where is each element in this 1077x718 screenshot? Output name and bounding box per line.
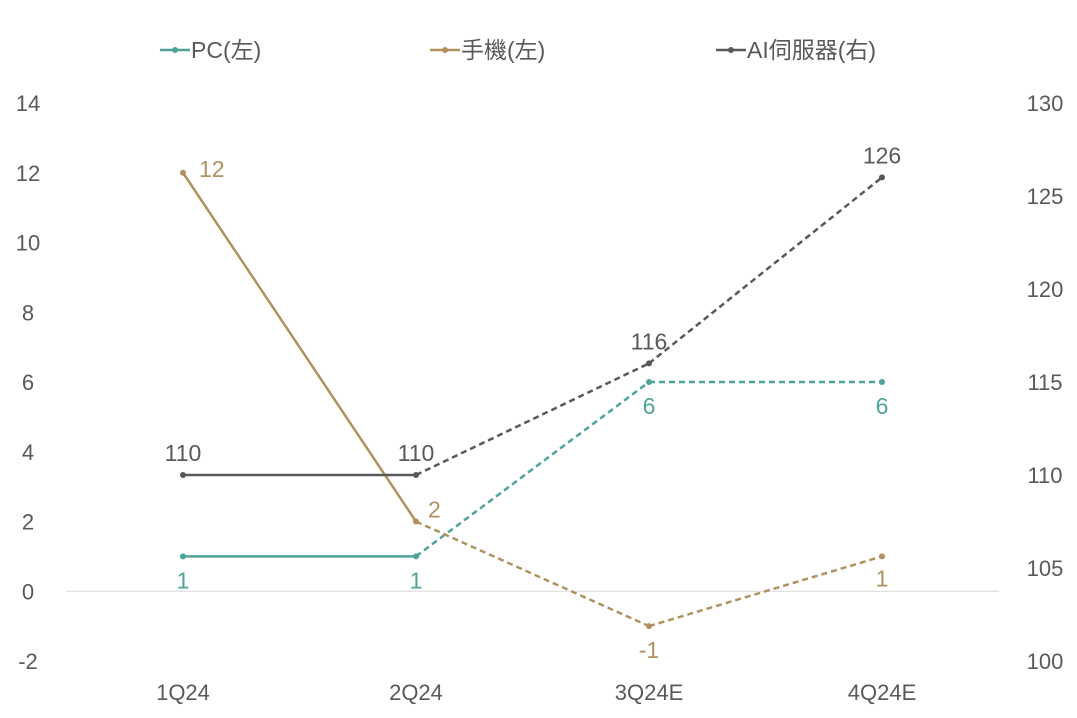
data-point xyxy=(413,518,419,525)
data-point xyxy=(180,553,186,560)
left-axis-tick-label: 0 xyxy=(22,579,34,604)
data-label: 110 xyxy=(398,440,435,466)
right-axis-tick-label: 125 xyxy=(1027,184,1064,209)
data-label: 126 xyxy=(863,142,901,168)
data-point xyxy=(879,553,885,560)
left-axis-tick-label: 14 xyxy=(16,91,40,116)
left-axis-tick-label: 2 xyxy=(22,510,34,535)
data-point xyxy=(879,174,885,181)
series-line-segment xyxy=(415,362,650,477)
data-point xyxy=(180,472,186,478)
data-label: 1 xyxy=(876,565,889,591)
data-point xyxy=(879,379,885,385)
x-axis-tick-label: 1Q24 xyxy=(156,680,210,705)
series-line-segment xyxy=(648,176,883,365)
data-label: 1 xyxy=(410,567,423,593)
left-axis-tick-label: 10 xyxy=(16,231,40,256)
series-line-segment xyxy=(648,555,883,628)
right-axis-tick-label: 100 xyxy=(1027,649,1064,674)
legend-label: PC(左) xyxy=(191,37,261,63)
data-point xyxy=(413,472,419,478)
series-line-segment xyxy=(415,520,650,628)
data-label: 116 xyxy=(631,328,668,354)
series-line-segment xyxy=(415,380,650,558)
x-axis-tick-label: 3Q24E xyxy=(615,680,684,705)
data-label: 110 xyxy=(165,440,202,466)
legend-label: AI伺服器(右) xyxy=(747,37,876,63)
data-label: -1 xyxy=(639,637,659,663)
data-point xyxy=(413,553,419,560)
data-label: 6 xyxy=(643,393,656,419)
right-axis-tick-label: 105 xyxy=(1027,556,1064,581)
data-label: 2 xyxy=(428,497,441,523)
data-point xyxy=(646,379,652,385)
data-point xyxy=(646,623,652,630)
left-axis-tick-label: 8 xyxy=(22,300,34,325)
series-line-segment xyxy=(181,172,418,523)
data-label: 12 xyxy=(199,156,225,182)
right-axis-tick-label: 120 xyxy=(1027,277,1064,302)
left-axis-tick-label: 4 xyxy=(22,440,34,465)
legend-marker-point xyxy=(728,47,734,53)
data-label: 1 xyxy=(177,567,190,593)
x-axis-tick-label: 2Q24 xyxy=(389,680,443,705)
right-axis-tick-label: 110 xyxy=(1027,463,1062,488)
data-point xyxy=(180,169,186,176)
legend-marker-point xyxy=(172,47,178,53)
legend-label: 手機(左) xyxy=(461,37,545,63)
left-axis-tick-label: -2 xyxy=(18,649,38,674)
data-label: 6 xyxy=(876,393,889,419)
left-axis-tick-label: 6 xyxy=(22,370,34,395)
x-axis-tick-label: 4Q24E xyxy=(848,680,917,705)
right-axis-tick-label: 130 xyxy=(1027,91,1064,116)
right-axis-tick-label: 115 xyxy=(1027,370,1062,395)
legend-marker-point xyxy=(442,47,448,53)
data-point xyxy=(646,360,652,367)
left-axis-tick-label: 12 xyxy=(16,161,40,186)
